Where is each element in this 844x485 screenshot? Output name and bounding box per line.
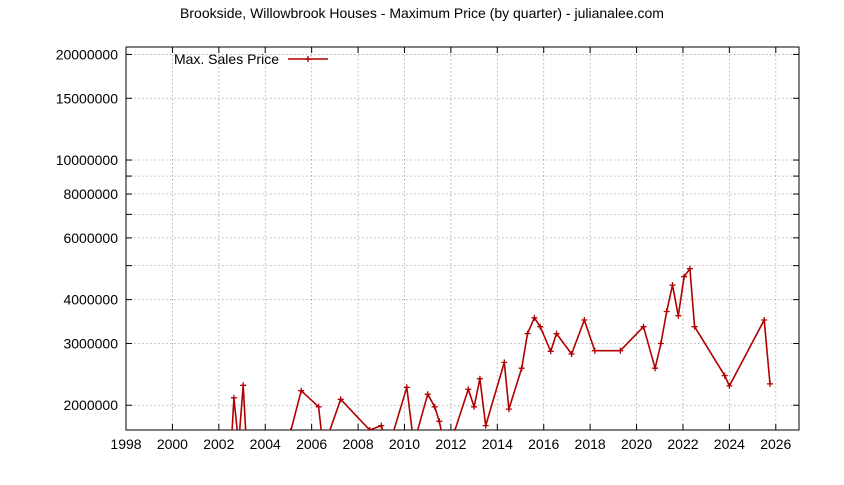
data-point: [476, 375, 483, 382]
data-point: [403, 384, 410, 391]
data-point: [230, 394, 237, 401]
data-point: [652, 365, 659, 372]
y-tick-label: 2000000: [63, 397, 118, 413]
data-point: [531, 314, 538, 321]
data-point: [236, 441, 242, 447]
data-point: [721, 372, 728, 379]
data-point: [524, 330, 531, 337]
data-point: [568, 351, 575, 357]
y-tick-label: 4000000: [63, 292, 118, 308]
data-point: [505, 406, 512, 413]
data-point: [691, 323, 698, 330]
x-tick-label: 2004: [250, 436, 281, 452]
data-point: [761, 317, 768, 323]
legend-label: Max. Sales Price: [174, 51, 279, 67]
data-point: [591, 347, 598, 354]
data-point: [675, 312, 682, 319]
data-point: [431, 403, 438, 410]
data-point: [547, 348, 554, 355]
y-tick-label: 3000000: [63, 335, 118, 351]
data-point: [290, 427, 292, 430]
data-point: [315, 403, 322, 410]
x-tick-label: 2024: [714, 436, 745, 452]
data-point: [681, 273, 688, 280]
x-tick-label: 2014: [482, 436, 513, 452]
x-tick-label: 2008: [342, 436, 373, 452]
data-point: [657, 340, 664, 347]
chart-title: Brookside, Willowbrook Houses - Maximum …: [180, 5, 664, 21]
data-point: [663, 308, 670, 315]
x-tick-label: 2012: [435, 436, 466, 452]
data-point: [378, 422, 385, 429]
data-point: [537, 323, 544, 330]
data-point: [298, 387, 305, 394]
plot-frame: [125, 46, 800, 431]
x-tick-label: 2002: [203, 436, 234, 452]
data-point: [501, 359, 508, 366]
data-point: [366, 427, 373, 430]
data-point: [453, 428, 456, 430]
legend: Max. Sales Price: [174, 51, 328, 67]
data-point: [581, 317, 588, 323]
data-point: [465, 386, 472, 393]
data-point: [240, 382, 247, 389]
data-point: [640, 323, 647, 330]
x-tick-label: 2010: [389, 436, 420, 452]
axis-ticks: 1998 2000 2002 2004 2006 2008 2010 2012 2014 2016…: [56, 46, 799, 452]
grid-lines: [125, 47, 799, 430]
data-point: [482, 422, 489, 429]
data-point: [617, 347, 624, 354]
data-point: [726, 382, 733, 389]
legend-marker: [305, 56, 311, 62]
y-tick-label: 8000000: [63, 186, 118, 202]
y-tick-label: 6000000: [63, 230, 118, 246]
data-point: [767, 380, 773, 387]
data-point: [337, 396, 344, 403]
y-tick-label: 10000000: [56, 152, 119, 168]
x-tick-label: 2006: [296, 436, 327, 452]
data-point: [686, 265, 693, 272]
x-tick-label: 2026: [760, 436, 791, 452]
series-line: [231, 267, 771, 430]
data-point: [518, 365, 525, 372]
x-tick-label: 2020: [621, 436, 652, 452]
data-point: [669, 282, 676, 289]
x-tick-label: 1998: [110, 436, 141, 452]
data-point: [424, 391, 431, 398]
data-point: [471, 403, 478, 410]
series-group: [230, 265, 773, 447]
x-tick-label: 2018: [575, 436, 606, 452]
data-point: [436, 418, 443, 425]
y-tick-label: 15000000: [56, 90, 119, 106]
x-tick-label: 2000: [157, 436, 188, 452]
y-tick-label: 20000000: [56, 46, 119, 62]
x-tick-label: 2016: [528, 436, 559, 452]
x-tick-label: 2022: [667, 436, 698, 452]
data-point: [553, 330, 560, 337]
data-series: [230, 265, 773, 447]
